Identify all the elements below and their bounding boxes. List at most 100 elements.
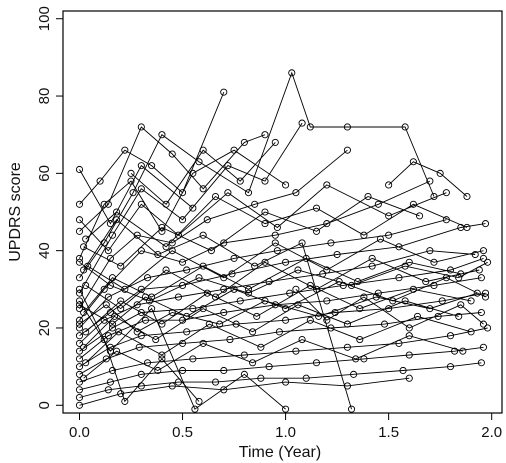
series-line: [79, 327, 488, 383]
series-line: [85, 284, 472, 333]
data-point: [455, 274, 463, 282]
series-line: [85, 315, 472, 364]
data-point: [100, 285, 108, 293]
data-point: [302, 374, 310, 382]
data-point: [273, 247, 281, 255]
data-point: [195, 397, 203, 405]
data-point: [282, 258, 290, 266]
data-point: [409, 158, 417, 166]
series-2: [75, 146, 290, 262]
data-point: [312, 204, 321, 212]
data-point: [249, 328, 257, 336]
data-point: [75, 320, 84, 328]
y-axis-label: UPDRS score: [7, 162, 24, 262]
data-point: [360, 231, 368, 239]
data-point: [230, 254, 238, 262]
series-line: [79, 149, 286, 259]
series-1: [75, 162, 197, 228]
data-point: [364, 192, 372, 201]
data-point: [154, 250, 162, 259]
series-line: [83, 257, 461, 313]
series-line: [388, 161, 468, 197]
data-point: [226, 336, 234, 344]
data-point: [121, 285, 129, 293]
data-point: [306, 123, 314, 131]
data-point: [312, 285, 321, 293]
series-line: [79, 250, 476, 344]
data-point: [113, 347, 121, 355]
data-point: [154, 366, 162, 375]
data-point: [168, 382, 176, 390]
data-point: [323, 220, 331, 228]
y-tick-label: 20: [36, 320, 53, 337]
data-point: [442, 189, 450, 197]
data-point: [282, 316, 290, 324]
data-point: [137, 200, 145, 208]
series-line: [83, 219, 352, 410]
data-point: [265, 363, 273, 371]
data-point: [240, 138, 248, 146]
data-point: [244, 189, 253, 197]
data-point: [75, 370, 84, 378]
data-point: [148, 162, 156, 170]
data-point: [251, 200, 259, 208]
data-point: [80, 266, 88, 274]
series-line: [83, 195, 420, 267]
series-line: [130, 142, 276, 205]
series-25: [80, 254, 465, 317]
data-point: [75, 332, 84, 340]
x-tick-label: 2.0: [481, 424, 502, 441]
data-point: [199, 231, 207, 239]
data-point: [82, 281, 90, 289]
series-line: [79, 164, 194, 225]
data-point: [100, 336, 108, 344]
data-point: [75, 324, 84, 332]
data-point: [110, 312, 119, 320]
series-11: [75, 247, 479, 347]
data-point: [446, 266, 455, 274]
data-point: [327, 239, 335, 247]
data-point: [331, 308, 339, 317]
data-point: [137, 332, 145, 340]
series-line: [79, 292, 486, 367]
data-point: [477, 359, 485, 367]
data-point: [220, 386, 228, 394]
data-point: [298, 239, 306, 247]
data-point: [168, 239, 176, 247]
series-line: [79, 312, 482, 375]
series-line: [295, 288, 484, 329]
series-line: [79, 122, 303, 294]
data-point: [75, 254, 84, 262]
data-point: [481, 220, 490, 228]
data-point: [356, 305, 364, 313]
data-point: [117, 390, 125, 398]
data-point: [352, 355, 360, 363]
data-point: [162, 266, 170, 274]
data-point: [347, 281, 356, 289]
data-point: [455, 312, 463, 320]
data-point: [294, 266, 302, 274]
data-point: [385, 212, 393, 220]
series-10: [75, 220, 490, 340]
data-point: [356, 336, 364, 344]
data-point: [141, 316, 149, 324]
data-point: [104, 247, 112, 255]
data-point: [261, 177, 269, 185]
data-point: [376, 235, 384, 243]
y-axis: 0 20 40 60 80 100: [36, 6, 63, 409]
data-point: [158, 320, 166, 328]
data-point: [335, 278, 343, 286]
data-point: [347, 405, 356, 413]
data-point: [405, 324, 413, 332]
data-point: [467, 328, 475, 336]
data-point: [137, 247, 145, 255]
series-26: [82, 281, 475, 336]
data-point: [100, 316, 108, 324]
data-point: [232, 320, 240, 328]
data-point: [129, 189, 137, 197]
data-point: [416, 212, 424, 220]
series-6: [75, 119, 306, 297]
data-point: [220, 88, 228, 96]
data-point: [261, 258, 269, 266]
series-line: [79, 362, 482, 398]
